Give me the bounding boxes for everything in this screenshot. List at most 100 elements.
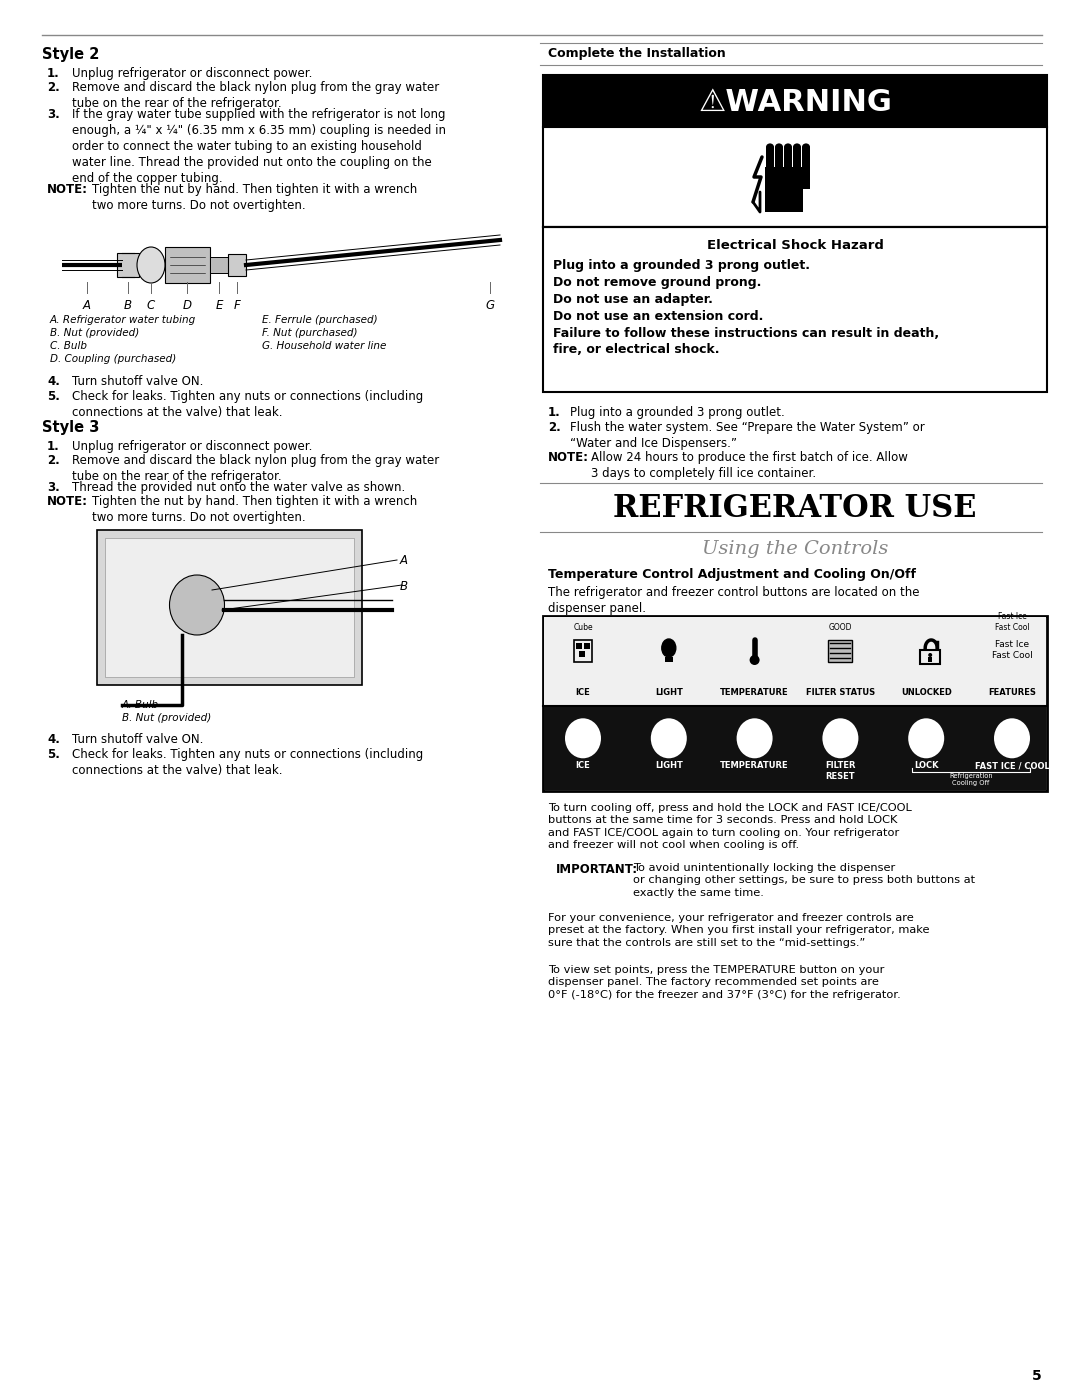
- Ellipse shape: [928, 652, 932, 657]
- Text: ICE: ICE: [576, 687, 591, 697]
- Bar: [543, 127, 1047, 226]
- Text: Turn shutoff valve ON.: Turn shutoff valve ON.: [72, 374, 203, 388]
- Text: NOTE:: NOTE:: [48, 183, 87, 196]
- Text: Cube: Cube: [573, 623, 593, 631]
- Text: Check for leaks. Tighten any nuts or connections (including
connections at the v: Check for leaks. Tighten any nuts or con…: [72, 747, 423, 777]
- Bar: [775, 147, 783, 182]
- Text: ICE: ICE: [576, 761, 591, 770]
- Text: E: E: [215, 299, 222, 312]
- Bar: [828, 640, 852, 662]
- Bar: [543, 75, 1047, 127]
- Text: Do not use an adapter.: Do not use an adapter.: [553, 293, 713, 306]
- Text: FAST ICE / COOL: FAST ICE / COOL: [974, 761, 1050, 770]
- Text: Check for leaks. Tighten any nuts or connections (including
connections at the v: Check for leaks. Tighten any nuts or con…: [72, 390, 423, 419]
- Text: 2.: 2.: [48, 81, 59, 94]
- Text: Fast Ice
Fast Cool: Fast Ice Fast Cool: [991, 640, 1032, 661]
- Bar: [165, 247, 210, 284]
- Text: B: B: [124, 299, 132, 312]
- Text: A. Refrigerator water tubing: A. Refrigerator water tubing: [50, 314, 197, 326]
- Ellipse shape: [802, 144, 810, 151]
- Text: C. Bulb: C. Bulb: [50, 341, 87, 351]
- Text: 1.: 1.: [48, 440, 59, 453]
- Text: Unplug refrigerator or disconnect power.: Unplug refrigerator or disconnect power.: [72, 67, 312, 80]
- Text: B. Nut (provided): B. Nut (provided): [50, 328, 139, 338]
- Text: G. Household water line: G. Household water line: [262, 341, 387, 351]
- Text: B. Nut (provided): B. Nut (provided): [122, 712, 212, 724]
- Ellipse shape: [793, 144, 801, 151]
- Text: GOOD: GOOD: [828, 623, 852, 631]
- Text: 5.: 5.: [48, 747, 59, 761]
- Bar: [766, 147, 774, 187]
- Ellipse shape: [565, 718, 600, 759]
- Ellipse shape: [822, 718, 859, 759]
- Bar: [117, 253, 139, 277]
- Ellipse shape: [137, 247, 165, 284]
- Bar: [97, 529, 362, 685]
- Ellipse shape: [750, 655, 759, 665]
- Bar: [228, 254, 246, 277]
- Text: Refrigeration
Cooling Off: Refrigeration Cooling Off: [949, 773, 993, 787]
- Text: 3.: 3.: [48, 108, 59, 122]
- Text: FEATURES: FEATURES: [988, 687, 1036, 697]
- Text: If the gray water tube supplied with the refrigerator is not long
enough, a ¼" x: If the gray water tube supplied with the…: [72, 108, 446, 184]
- Text: NOTE:: NOTE:: [48, 495, 87, 509]
- Text: TEMPERATURE: TEMPERATURE: [720, 687, 788, 697]
- Text: To turn cooling off, press and hold the LOCK and FAST ICE/COOL
buttons at the sa: To turn cooling off, press and hold the …: [548, 803, 912, 851]
- Text: Plug into a grounded 3 prong outlet.: Plug into a grounded 3 prong outlet.: [553, 258, 810, 272]
- Bar: [105, 538, 354, 678]
- Text: 1.: 1.: [548, 407, 561, 419]
- Text: A: A: [83, 299, 91, 312]
- Bar: [928, 657, 932, 662]
- Text: Complete the Installation: Complete the Installation: [548, 47, 726, 60]
- Text: C: C: [147, 299, 156, 312]
- Text: ⚠WARNING: ⚠WARNING: [698, 88, 892, 117]
- Bar: [584, 643, 590, 650]
- Bar: [579, 651, 585, 657]
- Text: Style 2: Style 2: [42, 47, 99, 61]
- Bar: [543, 616, 1047, 791]
- Ellipse shape: [662, 638, 676, 657]
- Text: Do not remove ground prong.: Do not remove ground prong.: [553, 277, 761, 289]
- Text: Unplug refrigerator or disconnect power.: Unplug refrigerator or disconnect power.: [72, 440, 312, 453]
- Text: UNLOCKED: UNLOCKED: [901, 687, 951, 697]
- Ellipse shape: [908, 718, 944, 759]
- Text: F. Nut (purchased): F. Nut (purchased): [262, 328, 357, 338]
- Bar: [544, 617, 1047, 705]
- Text: Tighten the nut by hand. Then tighten it with a wrench
two more turns. Do not ov: Tighten the nut by hand. Then tighten it…: [92, 183, 417, 212]
- Text: Fast Ice
Fast Cool: Fast Ice Fast Cool: [995, 612, 1029, 631]
- Text: Style 3: Style 3: [42, 420, 99, 434]
- Bar: [543, 226, 1047, 393]
- Ellipse shape: [784, 144, 792, 151]
- Text: NOTE:: NOTE:: [548, 451, 589, 464]
- Text: FILTER
RESET: FILTER RESET: [825, 761, 855, 781]
- Text: LIGHT: LIGHT: [654, 761, 683, 770]
- Text: 4.: 4.: [48, 374, 59, 388]
- Ellipse shape: [651, 718, 687, 759]
- Text: A. Bulb: A. Bulb: [122, 700, 159, 710]
- Text: 2.: 2.: [48, 454, 59, 467]
- Bar: [210, 257, 228, 272]
- Bar: [802, 147, 810, 189]
- Text: G: G: [485, 299, 495, 312]
- Text: Electrical Shock Hazard: Electrical Shock Hazard: [706, 239, 883, 251]
- Text: Turn shutoff valve ON.: Turn shutoff valve ON.: [72, 733, 203, 746]
- Ellipse shape: [994, 718, 1030, 759]
- Text: Flush the water system. See “Prepare the Water System” or
“Water and Ice Dispens: Flush the water system. See “Prepare the…: [570, 420, 924, 450]
- Ellipse shape: [737, 718, 772, 759]
- Text: Thread the provided nut onto the water valve as shown.: Thread the provided nut onto the water v…: [72, 481, 405, 495]
- Text: E. Ferrule (purchased): E. Ferrule (purchased): [262, 314, 378, 326]
- Bar: [765, 168, 804, 212]
- Text: LIGHT: LIGHT: [654, 687, 683, 697]
- Text: Temperature Control Adjustment and Cooling On/Off: Temperature Control Adjustment and Cooli…: [548, 569, 916, 581]
- Text: IMPORTANT:: IMPORTANT:: [556, 863, 638, 876]
- Text: 5.: 5.: [48, 390, 59, 402]
- Text: F: F: [233, 299, 241, 312]
- Text: For your convenience, your refrigerator and freezer controls are
preset at the f: For your convenience, your refrigerator …: [548, 914, 930, 947]
- Bar: [665, 657, 673, 662]
- Ellipse shape: [170, 576, 225, 636]
- Text: Remove and discard the black nylon plug from the gray water
tube on the rear of : Remove and discard the black nylon plug …: [72, 81, 440, 110]
- Text: To view set points, press the TEMPERATURE button on your
dispenser panel. The fa: To view set points, press the TEMPERATUR…: [548, 965, 901, 1000]
- Text: Tighten the nut by hand. Then tighten it with a wrench
two more turns. Do not ov: Tighten the nut by hand. Then tighten it…: [92, 495, 417, 524]
- Text: 1.: 1.: [48, 67, 59, 80]
- Text: TEMPERATURE: TEMPERATURE: [720, 761, 788, 770]
